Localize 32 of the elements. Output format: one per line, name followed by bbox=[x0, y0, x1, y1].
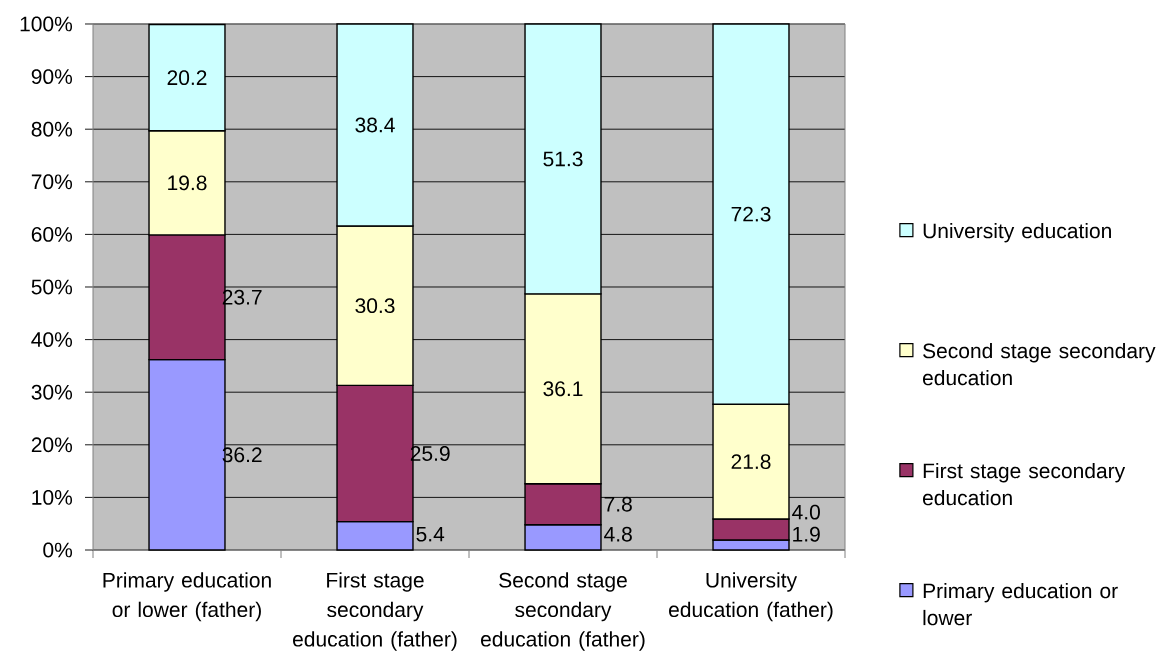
data-label: 36.1 bbox=[543, 381, 583, 397]
legend-label: University education bbox=[923, 222, 1111, 243]
data-label: 38.4 bbox=[355, 117, 395, 133]
y-tick-label: 10% bbox=[32, 489, 73, 505]
data-label: 21.8 bbox=[731, 454, 771, 470]
y-tick-label: 0% bbox=[43, 542, 73, 558]
data-label: 72.3 bbox=[731, 206, 771, 222]
y-tick-label: 90% bbox=[31, 69, 73, 85]
y-tick-label: 80% bbox=[31, 121, 73, 137]
y-tick-label: 100% bbox=[20, 16, 73, 32]
data-label: 4.0 bbox=[792, 504, 820, 520]
y-tick-label: 40% bbox=[31, 332, 73, 348]
y-tick-label: 60% bbox=[31, 226, 73, 242]
y-tick-label: 50% bbox=[31, 279, 73, 295]
y-tick-label: 30% bbox=[31, 384, 73, 400]
data-label: 4.8 bbox=[604, 526, 632, 542]
y-tick-label: 70% bbox=[31, 174, 73, 190]
data-label: 30.3 bbox=[355, 298, 395, 314]
data-label: 19.8 bbox=[168, 175, 207, 191]
x-tick-label: First stage secondary education (father) bbox=[293, 572, 457, 651]
legend-label: First stage secondary education bbox=[922, 462, 1126, 506]
y-tick-label: 20% bbox=[31, 437, 73, 453]
legend-label: Primary education or lower bbox=[923, 582, 1118, 626]
x-tick-label: Primary education or lower (father) bbox=[103, 572, 271, 622]
legend-label: Second stage secondary education bbox=[922, 342, 1156, 386]
x-tick-label: Second stage secondary education (father) bbox=[481, 572, 645, 651]
data-label: 1.9 bbox=[793, 526, 820, 542]
data-label: 20.2 bbox=[167, 70, 207, 86]
x-tick-label: University education (father) bbox=[669, 572, 833, 622]
data-label: 7.8 bbox=[604, 496, 632, 512]
data-label: 51.3 bbox=[543, 151, 583, 167]
data-label: 5.4 bbox=[416, 526, 445, 542]
